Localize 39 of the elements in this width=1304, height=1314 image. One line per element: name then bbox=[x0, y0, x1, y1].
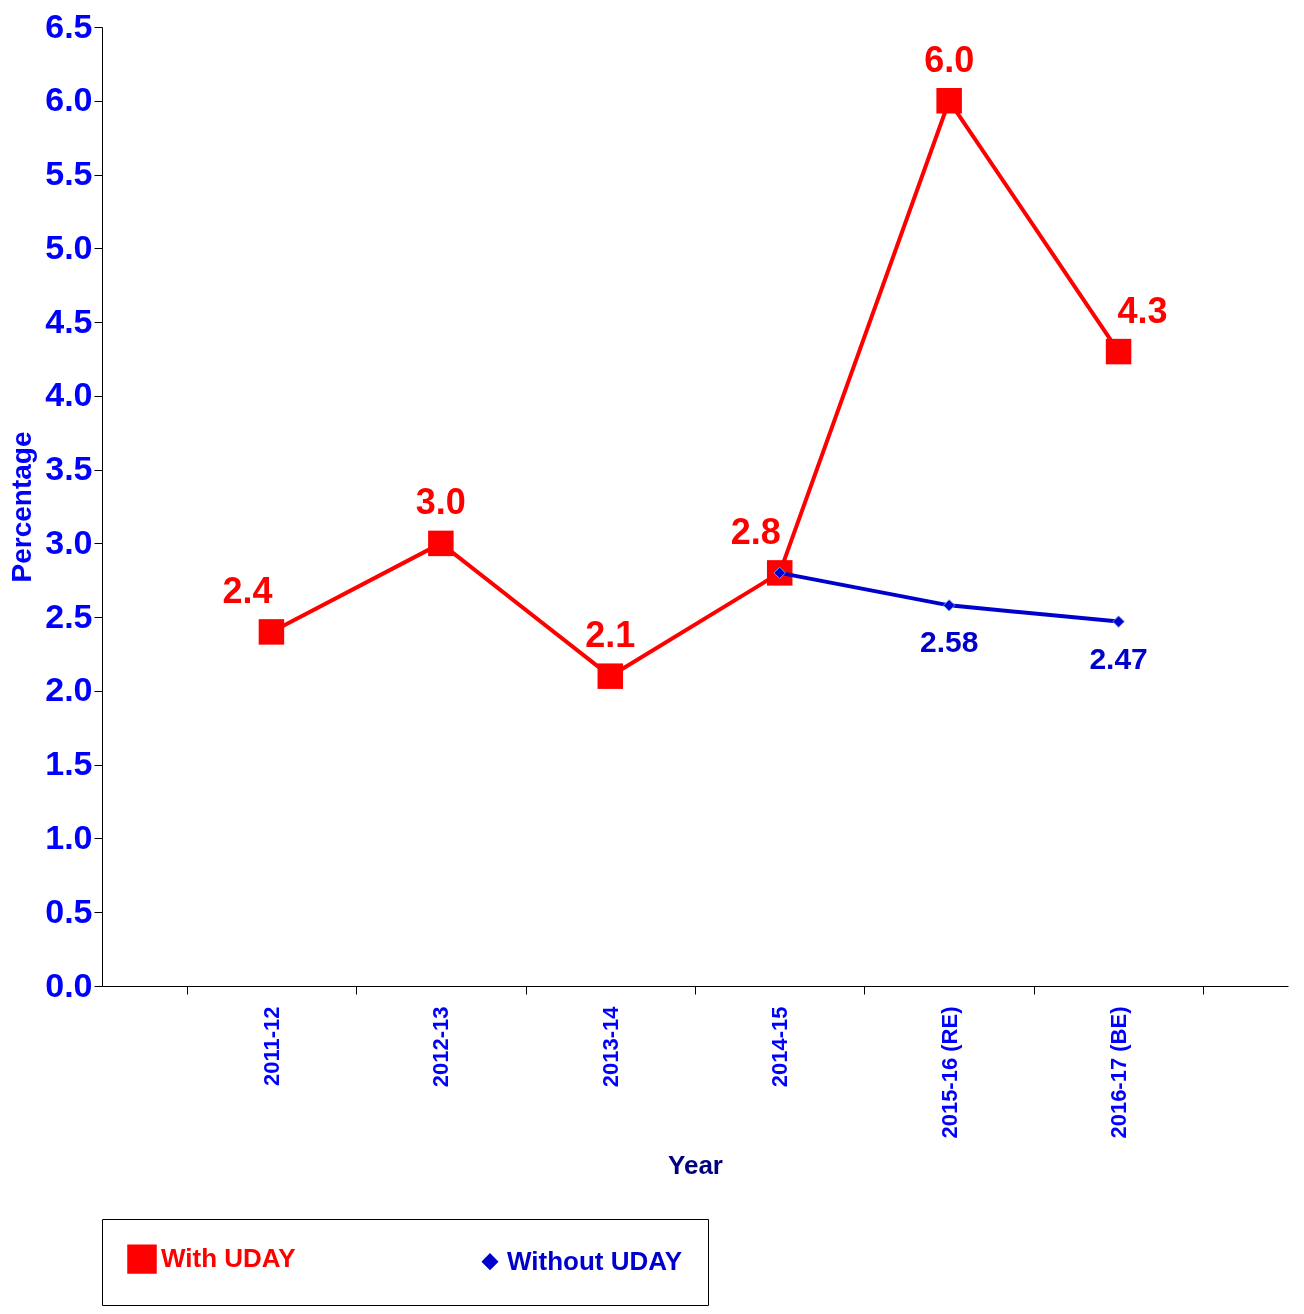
y-tick-label: 3.5 bbox=[45, 449, 93, 488]
y-tick-label: 1.5 bbox=[45, 744, 93, 783]
x-tick-label: 2011-12 bbox=[258, 1006, 284, 1087]
y-tick-label: 6.0 bbox=[45, 80, 93, 119]
legend-label: With UDAY bbox=[161, 1243, 296, 1274]
point bbox=[428, 530, 454, 557]
point bbox=[1112, 615, 1125, 628]
x-tick-label: 2013-14 bbox=[597, 1005, 623, 1088]
data-label: 2.1 bbox=[585, 614, 636, 656]
data-label: 2.8 bbox=[730, 510, 781, 552]
point bbox=[1105, 338, 1132, 365]
y-tick-label: 5.5 bbox=[45, 154, 93, 193]
legend-label: Without UDAY bbox=[507, 1245, 683, 1276]
x-tick-label: 2016-17 (BE) bbox=[1106, 1006, 1132, 1139]
y-tick-label: 5.0 bbox=[45, 227, 93, 266]
point bbox=[936, 88, 962, 114]
x-tick-label: 2015-16 (RE) bbox=[936, 1006, 962, 1139]
y-axis-title: Percentage bbox=[6, 431, 38, 583]
y-tick-label: 2.0 bbox=[45, 670, 93, 709]
point bbox=[942, 599, 956, 612]
y-tick-label: 4.5 bbox=[45, 301, 93, 340]
y-tick-label: 6.5 bbox=[45, 6, 93, 45]
y-tick-label: 0.0 bbox=[45, 965, 93, 1004]
y-tick-label: 4.0 bbox=[45, 375, 93, 414]
y-tick-label: 1.0 bbox=[45, 817, 93, 856]
y-tick-label: 3.0 bbox=[45, 522, 93, 561]
point bbox=[597, 663, 624, 689]
data-label: 2.58 bbox=[919, 625, 979, 659]
y-tick-label: 0.5 bbox=[45, 891, 93, 930]
data-label: 4.3 bbox=[1117, 289, 1168, 331]
y-tick-label: 2.5 bbox=[45, 596, 93, 635]
data-label: 6.0 bbox=[924, 38, 975, 80]
x-tick-label: 2012-13 bbox=[428, 1006, 454, 1088]
data-label: 3.0 bbox=[415, 481, 466, 523]
point bbox=[258, 619, 285, 645]
x-tick-label: 2014-15 bbox=[767, 1006, 793, 1088]
data-label: 2.47 bbox=[1089, 641, 1148, 675]
x-axis-title: Year bbox=[668, 1149, 723, 1180]
data-label: 2.4 bbox=[222, 569, 273, 611]
